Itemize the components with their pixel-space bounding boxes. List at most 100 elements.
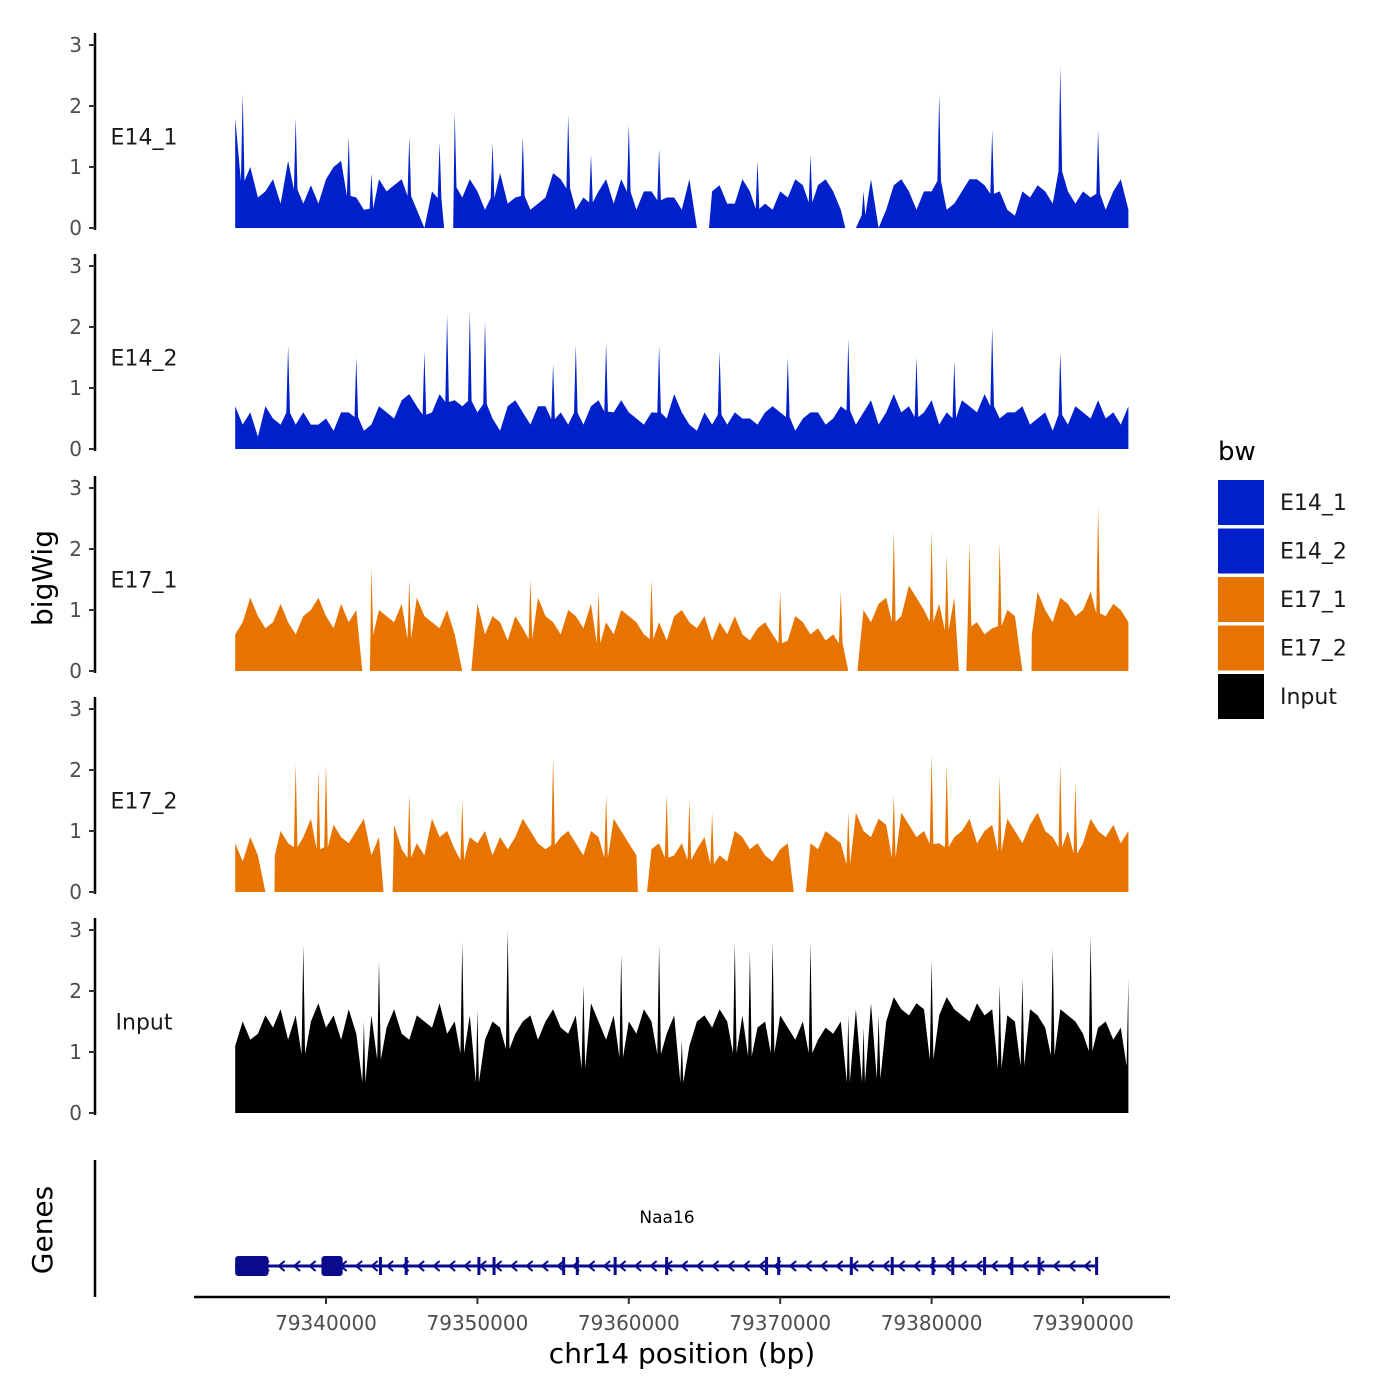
track-E17_1: 0 1 2 3 E17_1 [69,476,1129,683]
track-E17_2: 0 1 2 3 E17_2 [69,697,1129,904]
gene-exon [492,1257,496,1275]
strand-arrow [680,1260,689,1272]
strand-arrow [990,1260,999,1272]
y-tick-label: 1 [69,155,82,179]
strand-arrow [618,1260,627,1272]
x-tick-label: 79370000 [729,1311,831,1335]
y-tick-label: 0 [69,216,82,240]
strand-arrow [804,1260,813,1272]
strand-arrow [602,1260,611,1272]
strand-arrow [757,1260,766,1272]
legend-swatch-E17_2 [1218,625,1264,671]
y-tick-label: 3 [69,697,82,721]
gene-exon [777,1257,781,1275]
coverage-area-E17_1 [235,506,1129,671]
coverage-area-E14_1 [235,66,1129,228]
y-tick-label: 1 [69,819,82,843]
legend-label-Input: Input [1280,685,1337,710]
strand-arrow [943,1260,952,1272]
strand-arrow [711,1260,720,1272]
strand-arrow [556,1260,565,1272]
track-label: E14_2 [111,347,178,372]
x-tick-label: 79340000 [275,1311,377,1335]
y-tick-label: 1 [69,1040,82,1064]
gene-exon [575,1257,579,1275]
legend-swatch-E14_1 [1218,480,1264,525]
x-tick-label: 79380000 [881,1311,983,1335]
strand-arrow [788,1260,797,1272]
coverage-area-E14_2 [235,311,1129,449]
legend-label-E17_1: E17_1 [1280,588,1347,613]
track-Input: 0 1 2 3 Input [69,918,1129,1125]
y-tick-label: 0 [69,1101,82,1125]
legend-label-E14_2: E14_2 [1280,540,1347,565]
strand-arrow [835,1260,844,1272]
track-label: Input [116,1011,173,1036]
strand-arrow [354,1260,363,1272]
strand-arrow [277,1260,286,1272]
strand-arrow [525,1260,534,1272]
strand-arrow [726,1260,735,1272]
gene-exon [1037,1257,1041,1275]
legend: bw E14_1 E14_2 E17_1 E17_2 Input [1218,437,1347,719]
legend-title: bw [1218,437,1256,467]
legend-swatch-Input [1218,674,1264,719]
strand-arrow [881,1260,890,1272]
gene-exon [1010,1257,1014,1275]
y-tick-label: 3 [69,476,82,500]
gene-exon [378,1257,382,1275]
track-label: E17_2 [111,790,178,815]
strand-arrow [447,1260,456,1272]
x-axis: 79340000 79350000 79360000 79370000 79380000… [194,1295,1170,1335]
gene-exon [890,1257,894,1275]
y-tick-label: 0 [69,659,82,683]
y-tick-label: 1 [69,598,82,622]
y-tick-label: 2 [69,979,82,1003]
track-label: E17_1 [111,569,178,594]
legend-swatch-E14_2 [1218,528,1264,574]
strand-arrow [912,1260,921,1272]
strand-arrow [959,1260,968,1272]
gene-track: Naa16 [93,1160,1099,1297]
strand-arrow [1067,1260,1076,1272]
y-tick-label: 2 [69,758,82,782]
strand-arrow [308,1260,317,1272]
gene-exon [665,1257,669,1275]
strand-arrow [370,1260,379,1272]
gene-exon [477,1257,481,1275]
gene-exon [931,1257,935,1275]
gene-exon [849,1257,853,1275]
x-axis-title: chr14 position (bp) [549,1337,815,1370]
strand-arrow [385,1260,394,1272]
strand-arrow [494,1260,503,1272]
y-tick-label: 2 [69,315,82,339]
coverage-tracks: 0 1 2 3 E14_1 0 1 2 3 E14_2 0 1 2 3 E17_1 0 1 2 3 E17_2 0 1 2 3… [69,33,1129,1125]
strand-arrow [897,1260,906,1272]
track-label: E14_1 [111,126,178,151]
x-tick-label: 79390000 [1032,1311,1134,1335]
gene-exon [321,1256,343,1276]
strand-arrow [292,1260,301,1272]
y-tick-label: 3 [69,254,82,278]
coverage-area-Input [235,930,1129,1113]
gene-exon [765,1257,769,1275]
gene-exon [235,1256,269,1276]
genes-axis-title: Genes [26,1186,59,1274]
coverage-area-E17_2 [235,754,1129,892]
gene-exon [951,1257,955,1275]
y-tick-label: 3 [69,33,82,57]
legend-swatch-E17_1 [1218,577,1264,622]
y-tick-label: 1 [69,376,82,400]
strand-arrow [633,1260,642,1272]
strand-arrow [819,1260,828,1272]
strand-arrow [742,1260,751,1272]
y-tick-label: 0 [69,437,82,461]
track-E14_2: 0 1 2 3 E14_2 [69,254,1129,461]
y-tick-label: 2 [69,537,82,561]
y-tick-label: 0 [69,880,82,904]
gene-exon [404,1257,408,1275]
strand-arrow [695,1260,704,1272]
x-tick-label: 79350000 [427,1311,529,1335]
gene-exon [613,1257,617,1275]
